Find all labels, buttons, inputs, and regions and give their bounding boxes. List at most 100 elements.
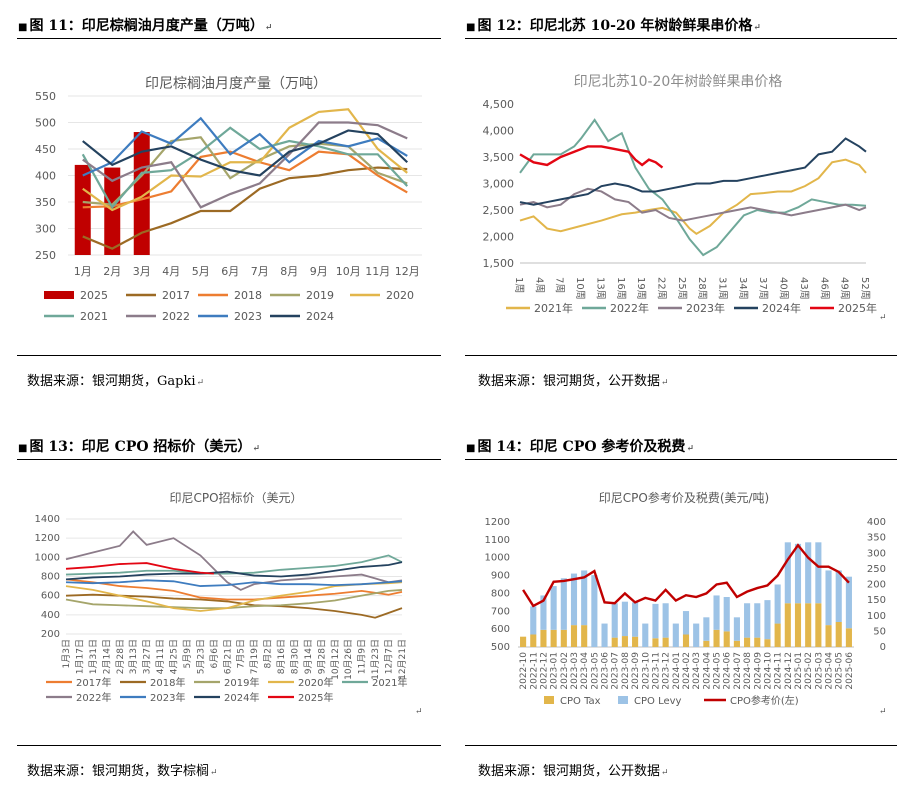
legend-label: 2025年: [298, 691, 333, 704]
x-tick-label: 2023-01: [550, 652, 560, 690]
series-line-2022年: [65, 530, 403, 591]
chart-title: 印尼北苏10-20年树龄鲜果串价格: [574, 74, 783, 90]
x-tick-label: 2024-11: [774, 652, 784, 690]
return-mark-icon: ↵: [264, 23, 273, 33]
return-mark-icon: ↵: [879, 313, 887, 323]
x-tick-label: 2024-07: [733, 652, 743, 690]
series-line-2019年: [65, 589, 403, 610]
source-note-fig11: 数据来源：银河期货，Gapki↵: [27, 370, 204, 389]
bar-cpo-tax: [825, 625, 832, 647]
bar-cpo-levy: [632, 602, 639, 637]
x-tick-label: 2023-08: [621, 652, 631, 690]
chart-palm-oil-production: 印尼棕榈油月度产量（万吨） 250 300 350 400 450 500 550 1月 2月 3月…: [35, 76, 422, 323]
legend-label: 2024年: [762, 301, 801, 315]
bar-cpo-levy: [550, 586, 557, 630]
return-mark-icon: ↵: [661, 378, 669, 388]
series-line-2022: [82, 121, 408, 209]
legend-swatch-CPO Tax: [544, 696, 554, 704]
series-line-2023: [82, 116, 408, 177]
x-tick-label: 2023-12: [662, 652, 672, 690]
series-line-2019: [82, 136, 408, 206]
series-line-2025年: [519, 145, 664, 169]
x-tick-label: 2023-02: [560, 652, 570, 690]
panel-title-text: 图 13：印尼 CPO 招标价（美元）: [29, 439, 252, 455]
legend-label: 2025: [80, 289, 108, 302]
bar-cpo-tax: [530, 634, 537, 647]
legend-label: 2023年: [686, 301, 725, 315]
y-tick-label: 1000: [35, 552, 60, 563]
x-tick-label: 2025-02: [804, 652, 814, 690]
x-tick-label: 37周: [757, 277, 769, 300]
y-tick-label: 250: [35, 249, 56, 262]
legend-label: 2021: [80, 310, 108, 323]
return-mark-icon: ↵: [686, 444, 694, 454]
y-tick-label: 300: [35, 223, 56, 236]
y-tick-label: 350: [35, 196, 56, 209]
bar-cpo-tax: [632, 636, 639, 647]
bar-cpo-levy: [764, 600, 771, 640]
x-tick-label: 4月11日: [155, 639, 166, 674]
y-tick-label: 3,000: [483, 178, 515, 191]
y-tick-label: 600: [41, 591, 60, 602]
x-tick-label: 52周: [859, 277, 871, 300]
y-tick-label-left: 700: [491, 606, 510, 617]
x-tick-label: 5月23日: [195, 639, 206, 674]
bar-cpo-levy: [530, 606, 537, 635]
bar-2025: [74, 164, 91, 255]
source-text: 数据来源：银河期货，公开数据: [478, 374, 661, 389]
panel-title-fig12: ■ 图 12：印尼北苏 10-20 年树龄鲜果串价格↵: [466, 15, 761, 35]
y-tick-label-left: 800: [491, 588, 510, 599]
x-tick-label: 2023-05: [590, 652, 600, 690]
y-tick-label: 1,500: [483, 257, 515, 270]
series-line-2022年: [519, 118, 867, 257]
bar-2025: [133, 132, 150, 255]
x-tick-label: 2025-06: [845, 652, 855, 690]
x-tick-label: 1月17日: [74, 639, 85, 674]
bar-cpo-levy: [672, 623, 679, 647]
x-tick-label: 2024-02: [682, 652, 692, 690]
x-tick-label: 7月5日: [236, 639, 247, 668]
bar-cpo-levy: [815, 542, 822, 604]
legend-swatch-2025: [44, 291, 74, 299]
legend-label: 2022年: [76, 691, 111, 704]
x-tick-label: 5月9日: [182, 639, 193, 668]
divider-bottom-right-upper: [465, 459, 897, 460]
series-line-2023年: [65, 579, 403, 587]
source-text: 数据来源：银河期货，数字棕榈: [27, 764, 210, 779]
x-tick-label: 2025-05: [835, 652, 845, 690]
bar-cpo-tax: [560, 629, 567, 647]
x-tick-label: 8月: [280, 265, 298, 278]
x-tick-label: 2023-06: [601, 652, 611, 690]
return-mark-icon: ↵: [210, 768, 218, 778]
x-tick-label: 10月: [336, 265, 361, 278]
x-tick-label: 12月7日: [384, 639, 395, 674]
x-tick-label: 31周: [717, 277, 729, 300]
y-tick-label: 1400: [35, 514, 60, 525]
legend-label: 2020: [386, 289, 414, 302]
x-tick-label: 2024-06: [723, 652, 733, 690]
y-tick-label-right: 350: [867, 533, 886, 544]
series-line-2021: [81, 126, 409, 210]
bar-cpo-tax: [713, 629, 720, 647]
x-tick-label: 2月: [103, 265, 121, 278]
y-tick-label-left: 1100: [485, 535, 510, 546]
return-mark-icon: ↵: [753, 23, 761, 33]
x-tick-label: 2025-04: [825, 652, 835, 690]
bar-cpo-tax: [723, 631, 730, 647]
bar-cpo-tax: [621, 636, 628, 647]
x-tick-label: 22周: [655, 277, 667, 300]
bar-cpo-levy: [784, 542, 791, 604]
return-mark-icon: ↵: [415, 707, 423, 717]
legend-label: 2021年: [372, 676, 407, 689]
x-tick-label: 43周: [798, 277, 810, 300]
x-tick-label: 3月: [133, 265, 151, 278]
bar-cpo-levy: [794, 543, 802, 604]
source-note-fig12: 数据来源：银河期货，公开数据↵: [478, 370, 669, 389]
bar-cpo-tax: [520, 636, 527, 647]
panel-title-fig13: ■ 图 13：印尼 CPO 招标价（美元）↵: [18, 436, 260, 456]
x-tick-label: 28周: [696, 277, 708, 300]
x-tick-label: 1周: [513, 277, 525, 293]
x-tick-label: 2024-01: [672, 652, 682, 690]
y-tick-label-right: 250: [867, 564, 886, 575]
x-tick-label: 2025-01: [794, 652, 804, 690]
